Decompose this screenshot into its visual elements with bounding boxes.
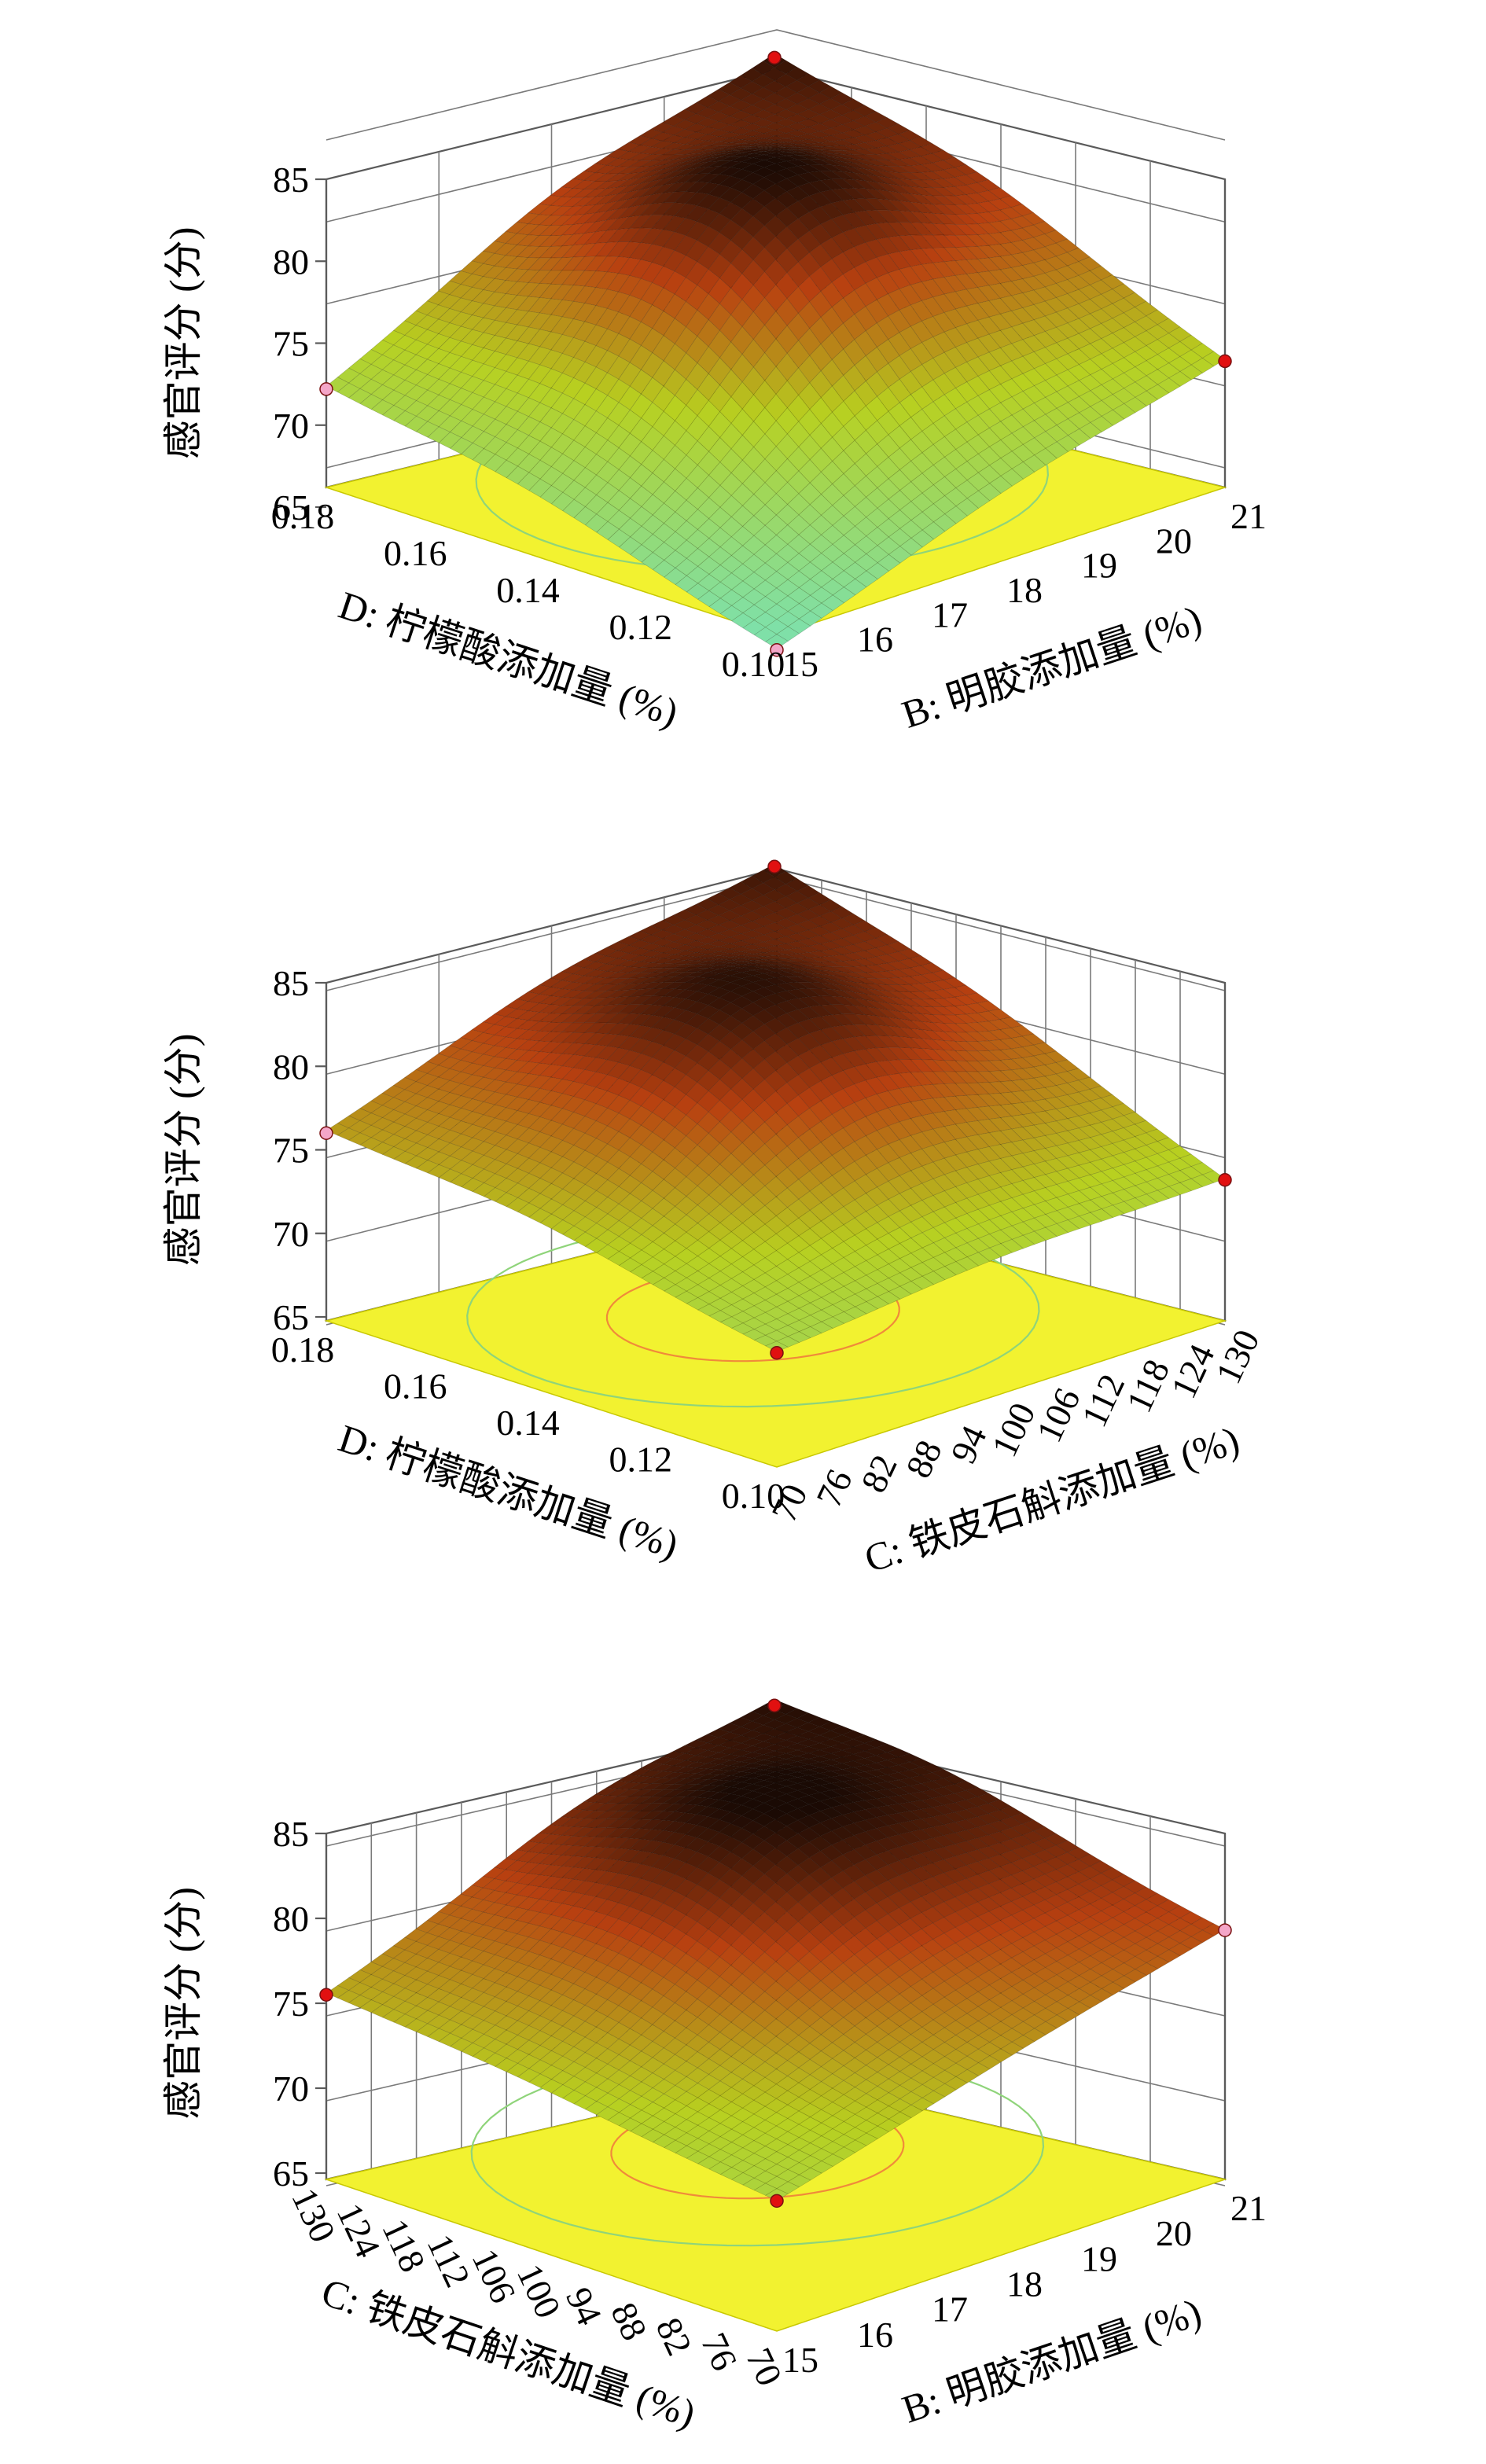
z-gridline: [326, 29, 1226, 141]
right-axis-tick-label: 16: [857, 620, 893, 660]
left-axis-tick-label: 0.14: [496, 1403, 560, 1443]
design-point-left: [319, 382, 333, 396]
right-axis-tick-label: 130: [1208, 1323, 1267, 1389]
z-tick-label: 65: [273, 1297, 309, 1337]
z-tick-label: 70: [273, 2069, 309, 2109]
left-axis-tick-label: 0.16: [384, 1366, 447, 1407]
right-axis-tick-label: 16: [857, 2315, 893, 2355]
left-axis-tick-label: 82: [649, 2311, 701, 2361]
left-axis-tick-label: 0.10: [722, 1476, 785, 1516]
design-point-left: [319, 1126, 333, 1140]
right-axis-tick-label: 21: [1230, 496, 1267, 536]
left-axis-tick-label: 94: [558, 2282, 610, 2331]
right-axis-tick-label: 15: [782, 2340, 818, 2380]
z-axis-label: 感官评分 (分): [161, 1034, 205, 1267]
design-point-right: [1218, 354, 1232, 369]
left-axis-tick-label: 0.12: [609, 607, 673, 647]
left-axis-tick-label: 0.16: [384, 533, 447, 573]
z-tick-label: 70: [273, 1214, 309, 1254]
design-point-front: [770, 642, 784, 657]
left-axis-tick-label: 0.18: [271, 1329, 335, 1370]
z-tick-label: 75: [273, 324, 309, 364]
right-axis-tick-label: 18: [1006, 2264, 1043, 2304]
right-axis-tick-label: 19: [1081, 546, 1117, 586]
response-surface: [326, 53, 1226, 649]
design-point-right: [1218, 1173, 1232, 1187]
right-axis-tick-label: 76: [808, 1463, 860, 1513]
z-axis-label: 感官评分 (分): [161, 1887, 205, 2120]
design-point-back: [767, 50, 782, 65]
left-axis-tick-label: 0.12: [609, 1440, 673, 1480]
right-axis-tick-label: 17: [932, 594, 968, 634]
design-point-left: [319, 1988, 333, 2002]
right-axis-tick-label: 19: [1081, 2238, 1117, 2278]
z-tick-label: 80: [273, 1899, 309, 1939]
z-tick-label: 80: [273, 241, 309, 281]
left-axis-tick-label: 0.14: [496, 570, 560, 610]
z-tick-label: 85: [273, 963, 309, 1003]
left-axis-tick-label: 76: [693, 2327, 745, 2377]
z-tick-label: 75: [273, 1131, 309, 1171]
right-axis-tick-label: 88: [898, 1434, 950, 1484]
z-tick-label: 85: [273, 160, 309, 200]
design-point-front: [770, 1346, 784, 1360]
left-axis-tick-label: 100: [509, 2258, 568, 2324]
response-surface: [326, 863, 1226, 1352]
response-surface: [326, 1699, 1226, 2201]
design-point-back: [767, 859, 782, 873]
right-axis-tick-label: 21: [1230, 2188, 1267, 2228]
design-point-right: [1218, 1923, 1232, 1937]
z-tick-label: 75: [273, 1984, 309, 2024]
right-axis-tick-label: 82: [853, 1449, 905, 1499]
right-axis-tick-label: 20: [1156, 2213, 1192, 2253]
z-tick-label: 65: [273, 2153, 309, 2194]
design-point-back: [767, 1698, 782, 1712]
z-tick-label: 80: [273, 1046, 309, 1087]
right-axis-tick-label: 15: [782, 644, 818, 684]
right-axis-tick-label: 20: [1156, 520, 1192, 561]
left-axis-tick-label: 88: [603, 2297, 655, 2346]
left-axis-tick-label: 0.10: [722, 644, 785, 684]
z-tick-label: 65: [273, 487, 309, 528]
right-axis-tick-label: 18: [1006, 570, 1043, 610]
right-axis-tick-label: 17: [932, 2289, 968, 2330]
z-tick-label: 70: [273, 406, 309, 446]
design-point-front: [770, 2194, 784, 2208]
z-axis-label: 感官评分 (分): [161, 227, 205, 460]
left-axis-tick-label: 0.18: [271, 496, 335, 536]
z-tick-label: 85: [273, 1814, 309, 1854]
